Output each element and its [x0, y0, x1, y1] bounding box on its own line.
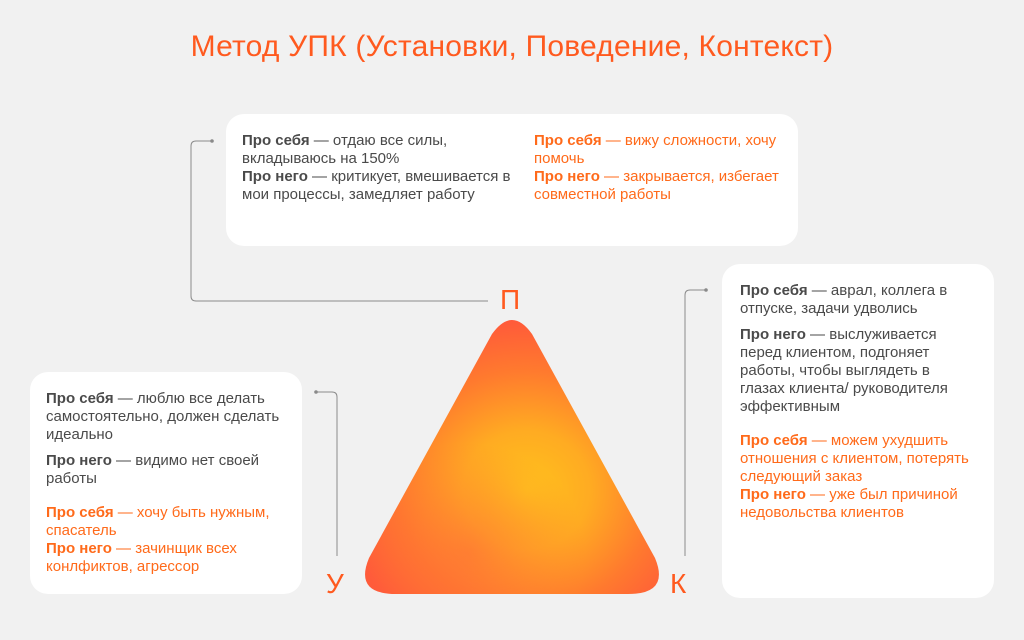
- behavior-other: Про него — критикует, вмешивается в мои …: [242, 168, 511, 203]
- connector-k: [684, 289, 706, 556]
- page-title: Метод УПК (Установки, Поведение, Контекс…: [190, 30, 834, 63]
- card-behavior-right: Про себя — вижу сложности, хочу помочь П…: [534, 132, 796, 204]
- context-self: Про себя — аврал, коллега в отпуске, зад…: [740, 282, 948, 317]
- letter-p: П: [500, 284, 521, 315]
- attitudes-self: Про себя — люблю все делать самостоятель…: [46, 390, 280, 443]
- attitudes-other-alt: Про него — зачинщик всех конлфиктов, агр…: [46, 540, 237, 575]
- connector-u: [316, 391, 338, 556]
- letter-k: К: [670, 568, 687, 599]
- card-behavior-left: Про себя — отдаю все силы, вкладываюсь н…: [242, 132, 532, 204]
- card-attitudes: Про себя — люблю все делать самостоятель…: [30, 372, 302, 594]
- context-other: Про него — выслуживается перед клиентом,…: [740, 326, 948, 415]
- behavior-other-alt: Про него — закрывается, избегает совмест…: [534, 168, 779, 203]
- letter-u: У: [326, 568, 344, 599]
- behavior-self-alt: Про себя — вижу сложности, хочу помочь: [534, 132, 777, 167]
- attitudes-other: Про него — видимо нет своей работы: [46, 452, 260, 487]
- card-context: Про себя — аврал, коллега в отпуске, зад…: [722, 264, 994, 598]
- context-self-alt: Про себя — можем ухудшить отношения с кл…: [740, 432, 969, 485]
- context-other-alt: Про него — уже был причиной недовольства…: [740, 486, 958, 521]
- attitudes-self-alt: Про себя — хочу быть нужным, спасатель: [46, 504, 270, 539]
- connector-p: [190, 140, 488, 302]
- card-behavior: Про себя — отдаю все силы, вкладываюсь н…: [226, 114, 798, 246]
- behavior-self: Про себя — отдаю все силы, вкладываюсь н…: [242, 132, 448, 167]
